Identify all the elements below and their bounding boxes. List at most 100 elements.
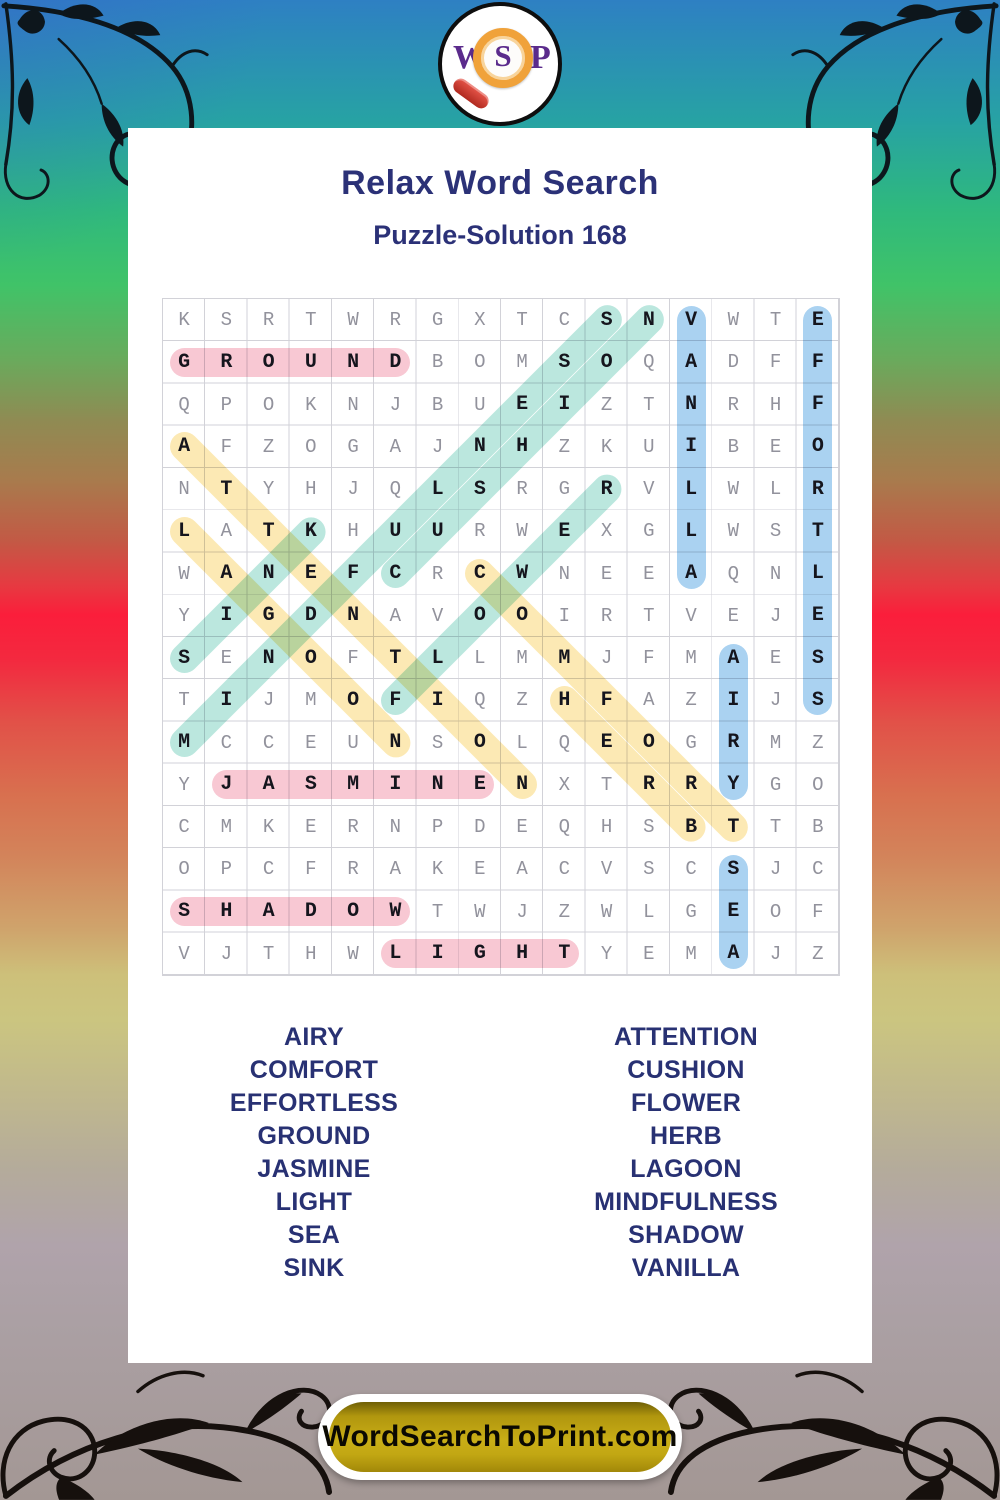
grid-cell: C bbox=[473, 562, 486, 586]
word-list-item: FLOWER bbox=[630, 1089, 742, 1117]
grid-cell: E bbox=[473, 773, 486, 797]
grid-cell: A bbox=[685, 350, 698, 374]
grid-cell: Z bbox=[685, 689, 697, 712]
grid-cell: H bbox=[600, 816, 613, 839]
grid-cell: V bbox=[685, 308, 698, 332]
grid-cell: O bbox=[474, 351, 486, 374]
grid-cell: F bbox=[811, 393, 824, 417]
grid-cell: X bbox=[558, 773, 571, 796]
grid-cell: O bbox=[347, 900, 360, 924]
grid-cell: A bbox=[727, 942, 740, 966]
grid-cell: R bbox=[516, 478, 528, 501]
highlight-jasmine bbox=[211, 770, 495, 800]
grid-cell: I bbox=[220, 604, 233, 628]
grid-cell: T bbox=[600, 773, 613, 796]
grid-cell: S bbox=[727, 857, 740, 881]
grid-cell: T bbox=[516, 309, 528, 332]
grid-cell: Q bbox=[643, 351, 655, 374]
grid-cell: S bbox=[769, 520, 782, 543]
grid-cell: L bbox=[474, 647, 486, 670]
grid-cell: R bbox=[474, 520, 486, 543]
grid-cell: R bbox=[642, 773, 655, 797]
grid-cell: Z bbox=[558, 435, 571, 458]
grid-cell: N bbox=[262, 562, 275, 586]
grid-cell: G bbox=[431, 309, 444, 332]
grid-cell: R bbox=[811, 477, 824, 501]
grid-cell: Y bbox=[262, 478, 275, 501]
grid-cell: D bbox=[304, 604, 317, 628]
grid-cell: L bbox=[769, 478, 782, 501]
grid-cell: S bbox=[304, 773, 317, 797]
grid-cell: M bbox=[220, 816, 233, 839]
grid-cell: T bbox=[431, 900, 444, 923]
grid-cell: Z bbox=[262, 435, 275, 458]
grid-cell: H bbox=[305, 942, 317, 965]
footer-site-button[interactable]: WordSearchToPrint.com bbox=[318, 1394, 682, 1480]
grid-cell: S bbox=[178, 900, 191, 924]
grid-cell: R bbox=[600, 477, 613, 501]
grid-cell: C bbox=[178, 816, 190, 839]
grid-cell: O bbox=[811, 435, 824, 459]
grid-cell: G bbox=[769, 773, 782, 796]
grid-cell: Z bbox=[812, 942, 824, 965]
grid-cell: I bbox=[685, 435, 698, 459]
grid-cell: I bbox=[431, 688, 444, 712]
grid-cell: D bbox=[474, 816, 486, 839]
grid-cell: E bbox=[811, 308, 824, 332]
grid-cell: J bbox=[389, 393, 402, 416]
grid-cell: T bbox=[262, 942, 275, 965]
corner-flourish-icon bbox=[667, 1370, 1000, 1500]
grid-cell: N bbox=[347, 350, 360, 374]
grid-cell: M bbox=[516, 647, 528, 670]
grid-cell: K bbox=[305, 393, 317, 416]
grid-cell: E bbox=[305, 816, 317, 839]
grid-cell: J bbox=[600, 647, 613, 670]
magnifier-lens-icon: S bbox=[473, 28, 533, 88]
grid-cell: T bbox=[727, 815, 740, 839]
grid-cell: O bbox=[262, 350, 275, 374]
grid-cell: V bbox=[643, 478, 655, 501]
grid-cell: A bbox=[220, 520, 233, 543]
grid-cell: N bbox=[347, 393, 359, 416]
grid-cell: Z bbox=[558, 900, 571, 923]
grid-cell: E bbox=[474, 858, 486, 881]
grid-cell: Y bbox=[727, 773, 740, 797]
grid-cell: B bbox=[431, 351, 444, 374]
grid-cell: D bbox=[304, 900, 317, 924]
grid-cell: K bbox=[431, 858, 444, 881]
word-list-item: COMFORT bbox=[249, 1056, 379, 1084]
grid-cell: H bbox=[516, 942, 529, 966]
grid-cell: J bbox=[347, 478, 359, 501]
grid-cell: N bbox=[516, 773, 529, 797]
page-subtitle: Puzzle-Solution 168 bbox=[373, 220, 627, 250]
grid-cell: I bbox=[558, 393, 571, 417]
grid-cell: E bbox=[304, 562, 317, 586]
grid-cell: F bbox=[769, 351, 782, 374]
word-list-item: HERB bbox=[649, 1122, 723, 1150]
grid-cell: G bbox=[685, 900, 697, 923]
grid-cell: E bbox=[600, 562, 613, 585]
grid-cell: T bbox=[178, 689, 190, 712]
grid-cell: X bbox=[474, 309, 486, 332]
grid-cell: Y bbox=[178, 773, 190, 796]
word-list-item: ATTENTION bbox=[614, 1023, 758, 1051]
grid-cell: O bbox=[769, 900, 782, 923]
grid-cell: T bbox=[811, 519, 824, 543]
grid-cell: O bbox=[516, 604, 529, 628]
grid-cell: S bbox=[220, 309, 233, 332]
highlight-ground bbox=[169, 347, 410, 377]
grid-cell: B bbox=[727, 435, 740, 458]
grid-cell: H bbox=[769, 393, 782, 416]
grid-cell: E bbox=[769, 435, 782, 458]
grid-cell: M bbox=[685, 647, 697, 670]
grid-cell: E bbox=[643, 942, 655, 965]
grid-cell: B bbox=[685, 815, 698, 839]
grid-cell: L bbox=[685, 519, 698, 543]
grid-cell: L bbox=[811, 562, 824, 586]
grid-cell: A bbox=[389, 435, 402, 458]
grid-cell: L bbox=[431, 646, 444, 670]
word-list-item: CUSHION bbox=[627, 1056, 745, 1084]
grid-cell: P bbox=[220, 393, 233, 416]
grid-cell: L bbox=[389, 942, 402, 966]
grid-cell: T bbox=[389, 646, 402, 670]
